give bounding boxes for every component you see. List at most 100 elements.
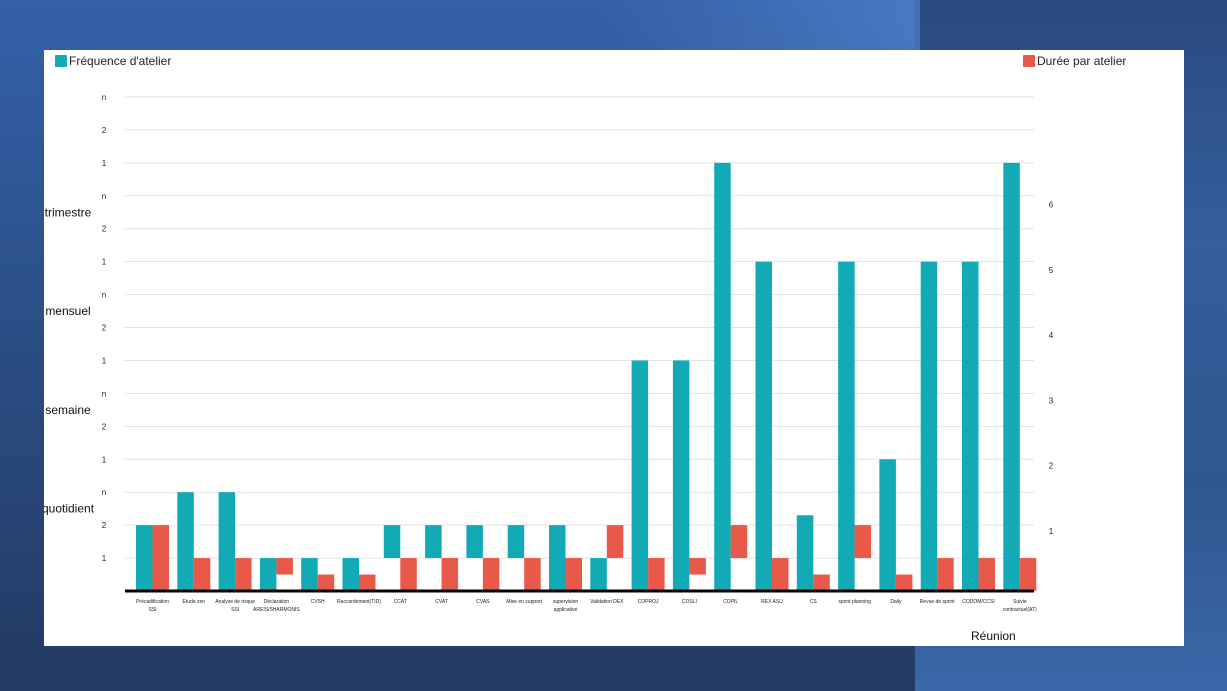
legend: Fréquence d'atelier Durée par atelier [55,54,1126,68]
bar-frequency [549,525,566,591]
bar-duration [854,525,872,559]
bar-duration [565,558,582,591]
left-tick-label: 1 [102,554,107,563]
bar-frequency [218,492,236,591]
band-label: mensuel [45,304,90,318]
bar-duration [978,558,995,591]
bar-frequency [796,515,814,591]
right-tick-label: 6 [1049,201,1054,210]
band-label: semaine [45,403,91,417]
gridlines [125,96,1034,559]
category-label-line: SSI [148,607,156,613]
bar-duration [441,558,459,591]
bar-frequency [1003,162,1020,591]
category-label-line: contractuel(AT) [1003,607,1037,613]
category-label-line: CODOM/CCSI [962,599,995,605]
bar-duration [235,558,252,591]
band-label: quotidient [44,502,95,516]
legend-swatch-duration [1023,55,1035,67]
category-label: Etude zen [183,599,206,605]
category-label: CVAT [435,599,448,605]
category-label: Validation DEX [590,599,624,605]
category-label: REX ASU [761,599,783,605]
category-label-line: applicative [554,607,578,613]
bar-frequency [507,525,525,559]
category-label-line: Raccordement(TID) [337,599,381,605]
category-label-line: CCAT [394,599,407,605]
category-label-line: Mise en support [506,599,542,605]
bars [136,162,1037,591]
bar-frequency [383,525,401,559]
chart-card: Fréquence d'atelier Durée par atelier 1 2… [44,50,1184,646]
right-tick-label: 5 [1049,266,1054,275]
bar-duration [730,525,748,559]
bar-duration [524,558,541,591]
category-label-line: COSLI [682,599,697,605]
bar-frequency [962,261,979,591]
category-label: Analyse de risque SSI [215,599,255,613]
category-label: CODOM/CCSI [962,599,995,605]
left-tick-label: n [102,389,106,398]
bar-duration [1019,558,1037,591]
category-label: COPIL [723,599,738,605]
category-label: Raccordement(TID) [337,599,381,605]
category-label-line: CVAS [476,599,490,605]
bar-frequency [838,261,855,591]
category-label-line: Suivie [1013,599,1027,605]
left-tick-label: 2 [102,521,107,530]
band-label: trimestre [45,205,92,219]
bar-duration [317,574,335,591]
category-label: Déclaration AREIS/SHARMONIS [253,599,300,613]
bar-duration [482,558,500,591]
bar-frequency [672,360,690,591]
category-label-line: Revue de sprint [920,599,956,605]
category-label-line: AREIS/SHARMONIS [253,607,300,613]
category-label: Suivie contractuel(AT) [1003,599,1037,613]
category-label: supervision applicative [553,599,579,613]
category-label: COPROJ [638,599,659,605]
right-axis-ticks: 1 2 3 4 5 6 [1049,201,1054,537]
left-tick-label: 2 [102,324,107,333]
right-tick-label: 3 [1049,396,1054,405]
bar-frequency [466,525,483,559]
category-label-line: REX ASU [761,599,783,605]
category-label: CCAT [394,599,407,605]
bar-frequency [136,525,153,591]
category-label-line: Daily [890,599,902,605]
right-tick-label: 4 [1049,331,1054,340]
left-tick-label: 2 [102,422,107,431]
bar-duration [772,558,789,591]
category-label-line: Analyse de risque [215,599,255,605]
bar-frequency [342,558,359,591]
left-axis-band-labels: quotidient semaine mensuel trimestre [44,205,95,515]
bar-frequency [879,459,896,591]
bar-duration [689,558,706,575]
bar-duration [359,574,376,591]
category-label-line: Validation DEX [590,599,624,605]
bar-frequency [631,360,649,591]
category-label: CVSH [311,599,325,605]
category-label: Daily [890,599,902,605]
category-label-line: Etude zen [183,599,206,605]
bar-duration [193,558,211,591]
category-label-line: CS [810,599,818,605]
category-label: Revue de sprint [920,599,956,605]
left-tick-label: 1 [102,356,107,365]
category-label-line: COPROJ [638,599,659,605]
bar-frequency [590,558,607,591]
category-label-line: sprint planning [838,599,871,605]
left-tick-label: 1 [102,159,107,168]
category-label-line: Déclaration [264,599,290,605]
bar-duration [937,558,954,591]
left-axis-ticks: 1 2 n 1 2 n 1 2 n 1 2 n 1 2 n [102,93,107,563]
category-label-line: CVSH [311,599,325,605]
bar-duration [152,525,169,591]
left-tick-label: 2 [102,225,107,234]
bar-frequency [177,492,194,591]
category-label: CS [810,599,818,605]
left-tick-label: 1 [102,258,107,267]
right-tick-label: 2 [1049,462,1054,471]
left-tick-label: n [102,93,106,102]
bar-duration [813,574,830,591]
category-label: COSLI [682,599,697,605]
